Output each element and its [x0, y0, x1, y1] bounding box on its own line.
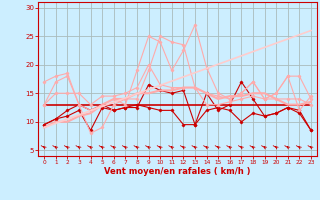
X-axis label: Vent moyen/en rafales ( km/h ): Vent moyen/en rafales ( km/h ) [104, 167, 251, 176]
